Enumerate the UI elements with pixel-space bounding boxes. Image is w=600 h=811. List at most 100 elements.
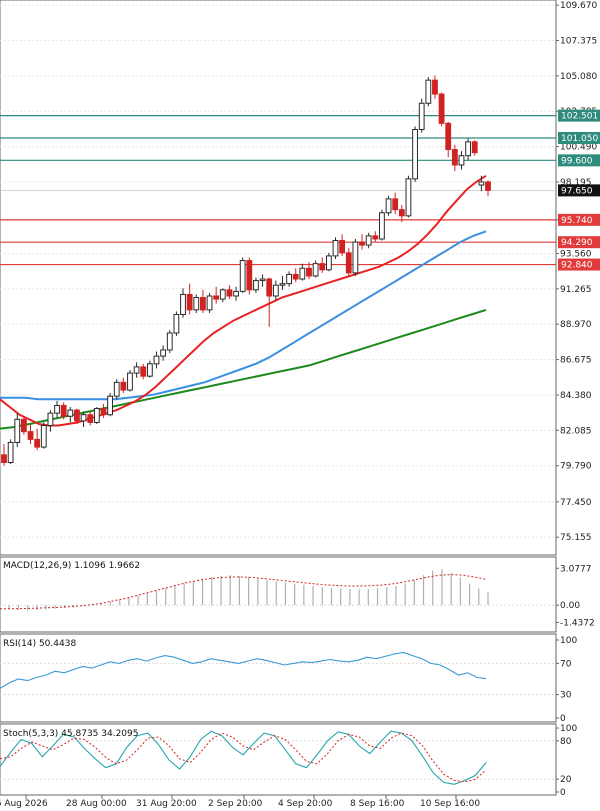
candle-up bbox=[233, 290, 239, 297]
candles bbox=[1, 75, 491, 466]
candle-up bbox=[253, 280, 259, 291]
candle-up bbox=[40, 425, 47, 448]
time-tick-label: 31 Aug 20:00 bbox=[136, 799, 197, 809]
candle-down bbox=[213, 295, 220, 300]
macd-pane-frame bbox=[0, 556, 557, 633]
candle-down bbox=[339, 240, 346, 254]
time-tick-label: 2 Sep 20:00 bbox=[208, 799, 263, 809]
candle-down bbox=[438, 93, 445, 124]
candle-up bbox=[365, 235, 372, 246]
ma-green-line bbox=[0, 308, 487, 430]
stoch-indicator: 100 80 20 0 bbox=[0, 724, 577, 798]
price-axis: 75.155 77.450 79.790 82.085 84.380 86.675 88.9… bbox=[556, 1, 597, 543]
candle-down bbox=[200, 297, 206, 311]
candle-up bbox=[385, 198, 392, 214]
level-tag bbox=[558, 236, 600, 249]
ma-blue-line bbox=[0, 230, 487, 401]
candle-up bbox=[146, 363, 153, 377]
rsi-tick-label: 30 bbox=[560, 691, 572, 701]
price-tick-label: 82.085 bbox=[560, 426, 592, 436]
time-tick-label: 4 Sep 20:00 bbox=[278, 799, 333, 809]
candle-up bbox=[219, 289, 226, 300]
candle-down bbox=[372, 235, 379, 240]
stoch-pane-frame bbox=[0, 723, 557, 796]
candle-up bbox=[80, 414, 87, 422]
price-tick-label: 88.970 bbox=[560, 320, 592, 330]
candle-down bbox=[485, 181, 491, 191]
candle-up bbox=[173, 314, 180, 334]
candle-down bbox=[471, 141, 478, 154]
candle-down bbox=[292, 273, 299, 280]
candle-up bbox=[67, 409, 74, 417]
price-tick-label: 107.375 bbox=[560, 36, 597, 46]
candle-up bbox=[107, 395, 113, 416]
macd-tick-label: -1.4372 bbox=[560, 618, 595, 628]
candle-down bbox=[87, 414, 94, 423]
candle-up bbox=[405, 178, 412, 217]
candle-up bbox=[458, 155, 465, 166]
macd-tick-label: 3.0777 bbox=[560, 564, 592, 574]
stoch-d-line bbox=[0, 732, 487, 783]
candle-up bbox=[299, 267, 306, 280]
candle-up bbox=[180, 293, 186, 316]
candle-up bbox=[312, 263, 319, 277]
level-tag-label: 99.600 bbox=[561, 156, 593, 166]
candle-down bbox=[266, 278, 273, 297]
macd-tick-label: 0.00 bbox=[560, 601, 580, 611]
level-tag bbox=[558, 154, 600, 167]
candle-up bbox=[14, 418, 21, 443]
stoch-tick-label: 100 bbox=[560, 724, 577, 734]
price-tick-label: 84.380 bbox=[560, 391, 592, 401]
main-pane-frame bbox=[0, 0, 557, 556]
candle-down bbox=[359, 241, 365, 246]
stoch-k-line bbox=[0, 730, 487, 785]
level-tag-label: 102.501 bbox=[561, 112, 598, 122]
stoch-title: Stoch(5,3,3) 45.8735 34.2095 bbox=[3, 729, 138, 739]
time-tick-label: 8 Sep 16:00 bbox=[350, 799, 405, 809]
candle-up bbox=[113, 381, 120, 397]
candle-up bbox=[425, 79, 432, 104]
price-tick-label: 91.265 bbox=[560, 285, 592, 295]
rsi-tick-label: 0 bbox=[560, 714, 566, 724]
candle-down bbox=[74, 409, 80, 422]
candle-up bbox=[259, 278, 266, 282]
rsi-pane-frame bbox=[0, 633, 557, 723]
macd-title: MACD(12,26,9) 1.1096 1.9662 bbox=[3, 561, 140, 571]
current-price-tag bbox=[558, 184, 600, 197]
candle-up bbox=[418, 102, 425, 130]
candle-down bbox=[319, 263, 326, 271]
candle-up bbox=[465, 141, 472, 157]
candle-down bbox=[1, 454, 7, 463]
level-tags: 102.501 101.050 99.600 95.740 94.290 92.840 97… bbox=[558, 109, 600, 271]
candle-up bbox=[272, 284, 279, 297]
price-tick-label: 98.195 bbox=[560, 178, 592, 188]
price-tick-label: 100.490 bbox=[560, 143, 597, 153]
rsi-tick-label: 70 bbox=[560, 659, 572, 669]
rsi-tick-label: 100 bbox=[560, 636, 577, 646]
candle-up bbox=[93, 408, 100, 423]
price-tick-label: 77.450 bbox=[560, 498, 592, 508]
candle-up bbox=[286, 273, 292, 285]
time-axis: 26 Aug 2026 28 Aug 00:00 31 Aug 20:00 2 Sep… bbox=[0, 795, 480, 809]
stoch-tick-label: 0 bbox=[560, 788, 566, 798]
candle-down bbox=[27, 431, 34, 440]
candle-up bbox=[478, 181, 485, 186]
level-tag bbox=[558, 213, 600, 226]
rsi-indicator: 100 70 30 0 bbox=[0, 636, 577, 724]
price-tick-label: 109.670 bbox=[560, 1, 597, 11]
candle-down bbox=[120, 381, 127, 391]
candle-up bbox=[206, 295, 213, 311]
candle-down bbox=[451, 149, 458, 166]
candle-down bbox=[246, 260, 253, 291]
candle-up bbox=[127, 372, 133, 391]
macd-signal-line bbox=[0, 574, 487, 610]
candle-down bbox=[60, 404, 67, 417]
candle-up bbox=[166, 332, 173, 351]
level-tag bbox=[558, 131, 600, 144]
level-tag bbox=[558, 258, 600, 271]
candle-down bbox=[20, 418, 27, 433]
rsi-title: RSI(14) 50.4438 bbox=[3, 639, 76, 649]
candle-up bbox=[279, 283, 286, 286]
candle-up bbox=[54, 404, 60, 414]
